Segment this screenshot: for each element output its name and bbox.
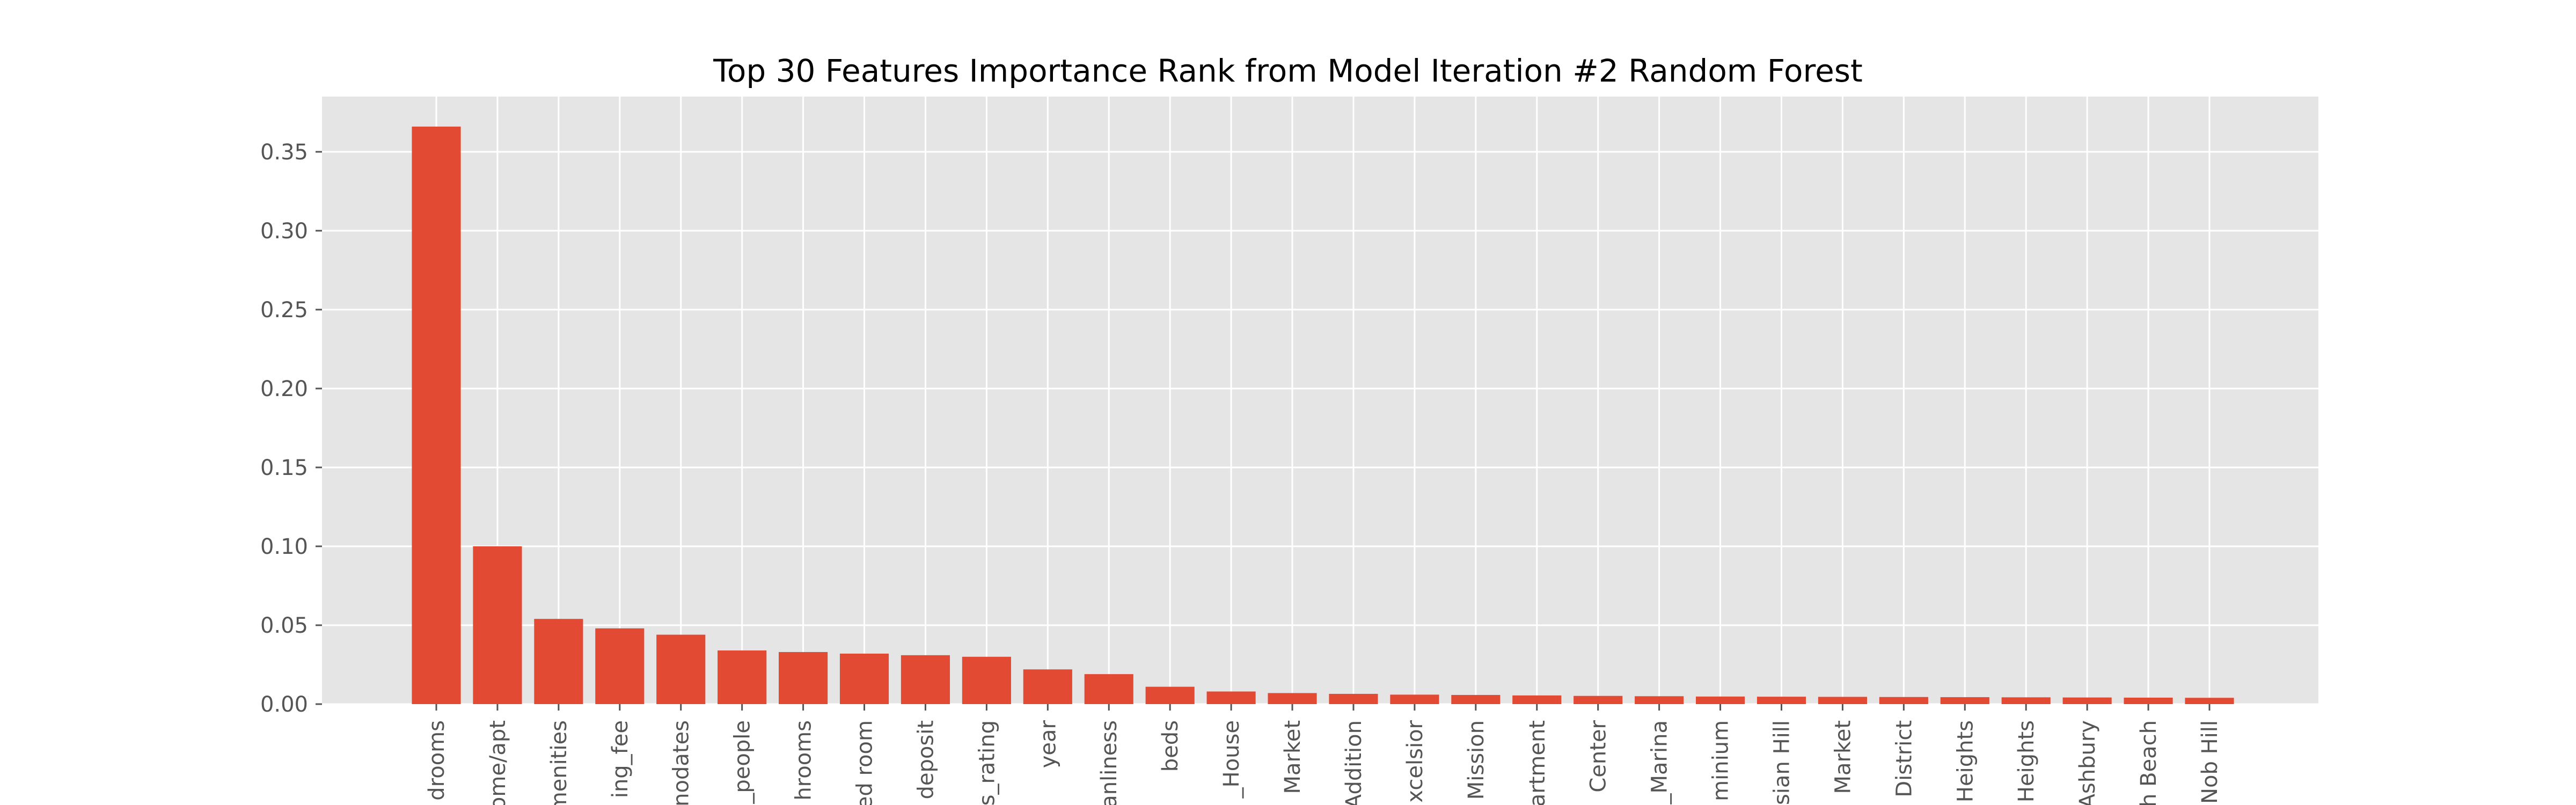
x-tick-label: _people — [730, 720, 755, 804]
x-tick-label: sian Hill — [1769, 720, 1794, 805]
bar-24 — [1818, 697, 1867, 704]
x-tick-label: Market — [1280, 720, 1305, 794]
plot-area — [322, 97, 2318, 704]
bar-21 — [1635, 696, 1684, 704]
bar-25 — [1879, 697, 1928, 704]
bar-17 — [1390, 694, 1439, 704]
bars — [412, 126, 2234, 704]
bar-4 — [595, 628, 645, 704]
x-tick-label: Center — [1586, 720, 1611, 792]
x-tick-label: ing_fee — [608, 720, 633, 798]
bar-26 — [1940, 697, 1989, 704]
x-tick-label: Heights — [1953, 720, 1978, 802]
grid-lines — [322, 97, 2318, 705]
x-tick-label: year — [1036, 720, 1060, 768]
bar-6 — [718, 650, 767, 704]
bar-2 — [473, 546, 522, 704]
y-tick-label: 0.30 — [260, 219, 308, 244]
x-tick-label: Mission — [1464, 720, 1489, 800]
x-tick-label: xcelsior — [1403, 720, 1428, 802]
bar-18 — [1451, 694, 1501, 704]
x-axis-ticks: drooms ome/apt menities ing_fee nodates _peop… — [425, 704, 2222, 805]
x-tick-label: minium — [1709, 720, 1733, 801]
bar-28 — [2062, 697, 2112, 704]
x-tick-label: Heights — [2014, 720, 2039, 802]
x-tick-label: artment — [1525, 720, 1550, 805]
x-tick-label: _House — [1219, 720, 1244, 799]
bar-29 — [2124, 697, 2173, 704]
x-tick-label: hrooms — [792, 720, 816, 801]
x-tick-label: Nob Hill — [2198, 720, 2222, 804]
x-tick-label: Market — [1831, 720, 1855, 794]
bar-5 — [656, 634, 706, 704]
y-tick-label: 0.35 — [260, 140, 308, 165]
bar-16 — [1329, 693, 1378, 704]
bar-20 — [1574, 696, 1623, 704]
bar-30 — [2185, 698, 2234, 704]
x-tick-label: drooms — [425, 720, 449, 801]
bar-8 — [839, 653, 889, 704]
bar-27 — [2001, 697, 2051, 704]
bar-11 — [1023, 669, 1072, 704]
y-tick-label: 0.25 — [260, 298, 308, 323]
y-tick-label: 0.20 — [260, 377, 308, 401]
bar-13 — [1145, 686, 1195, 704]
y-tick-label: 0.15 — [260, 456, 308, 480]
x-tick-label: District — [1892, 720, 1916, 797]
bar-22 — [1695, 696, 1745, 704]
x-tick-label: beds — [1158, 720, 1183, 772]
x-tick-label: Ashbury — [2075, 720, 2100, 805]
x-tick-label: nodates — [669, 720, 694, 805]
x-tick-label: ome/apt — [486, 720, 510, 805]
x-tick-label: Addition — [1342, 720, 1366, 805]
bar-9 — [901, 655, 950, 704]
bar-15 — [1268, 693, 1317, 704]
x-tick-label: _Marina — [1648, 720, 1672, 804]
chart-title: Top 30 Features Importance Rank from Mod… — [713, 53, 1862, 89]
x-tick-label: anliness — [1097, 720, 1122, 805]
x-tick-label: s_rating — [975, 720, 999, 805]
bar-3 — [534, 619, 583, 704]
bar-10 — [962, 656, 1011, 704]
y-tick-label: 0.10 — [260, 535, 308, 559]
x-tick-label: deposit — [913, 720, 938, 800]
x-tick-label: ed room — [853, 720, 877, 805]
bar-23 — [1757, 697, 1806, 704]
bar-1 — [412, 126, 461, 704]
bar-19 — [1512, 695, 1562, 704]
y-tick-label: 0.00 — [260, 692, 308, 717]
x-tick-label: h Beach — [2136, 720, 2161, 805]
bar-7 — [779, 652, 828, 704]
x-tick-label: menities — [547, 720, 572, 805]
bar-12 — [1084, 674, 1133, 704]
y-tick-label: 0.05 — [260, 613, 308, 638]
y-axis-ticks: 0.00 0.05 0.10 0.15 0.20 0.25 0.30 0.35 — [260, 140, 322, 717]
bar-14 — [1206, 691, 1256, 704]
